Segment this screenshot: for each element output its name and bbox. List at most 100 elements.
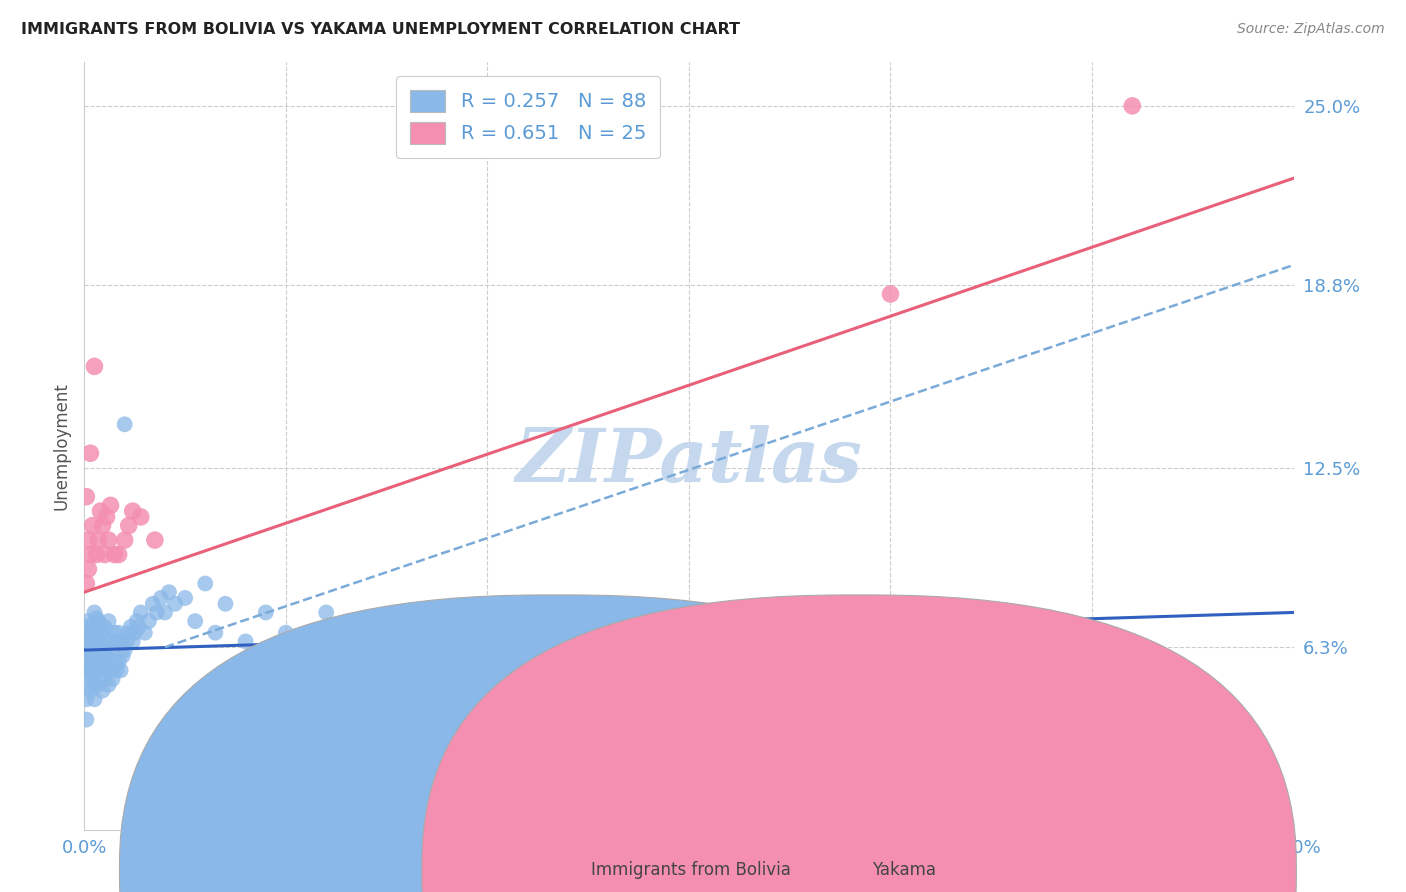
Point — [83, 625, 105, 640]
Point — [146, 606, 169, 620]
Point — [83, 678, 105, 692]
Point — [79, 643, 101, 657]
Point — [235, 634, 257, 648]
Point — [83, 655, 105, 669]
Point — [75, 490, 97, 504]
Point — [77, 678, 100, 692]
Point — [184, 614, 207, 628]
Point — [114, 643, 136, 657]
Point — [93, 648, 115, 663]
Point — [153, 606, 176, 620]
Point — [138, 614, 160, 628]
Point — [107, 625, 129, 640]
Point — [97, 648, 120, 663]
Point — [79, 625, 101, 640]
Point — [77, 614, 100, 628]
Point — [101, 640, 124, 655]
Point — [105, 664, 128, 678]
Point — [110, 634, 132, 648]
Point — [96, 634, 118, 648]
Point — [89, 643, 111, 657]
Point — [91, 518, 114, 533]
Point — [77, 634, 100, 648]
Text: Source: ZipAtlas.com: Source: ZipAtlas.com — [1237, 22, 1385, 37]
Point — [87, 533, 110, 547]
Point — [75, 634, 97, 648]
Point — [114, 533, 136, 547]
Y-axis label: Unemployment: Unemployment — [52, 382, 70, 510]
Point — [86, 664, 108, 678]
Point — [121, 504, 143, 518]
Point — [104, 625, 127, 640]
Point — [142, 597, 165, 611]
Point — [91, 655, 114, 669]
Point — [97, 678, 120, 692]
Text: ZIPatlas: ZIPatlas — [516, 425, 862, 498]
Text: Immigrants from Bolivia: Immigrants from Bolivia — [591, 861, 790, 879]
Point — [89, 504, 111, 518]
Point — [124, 625, 146, 640]
Point — [395, 750, 418, 764]
Point — [96, 664, 118, 678]
Point — [79, 548, 101, 562]
Text: IMMIGRANTS FROM BOLIVIA VS YAKAMA UNEMPLOYMENT CORRELATION CHART: IMMIGRANTS FROM BOLIVIA VS YAKAMA UNEMPL… — [21, 22, 740, 37]
Point — [79, 664, 101, 678]
Point — [165, 597, 187, 611]
Point — [254, 606, 277, 620]
Point — [83, 640, 105, 655]
Point — [118, 518, 141, 533]
Point — [1121, 99, 1143, 113]
Point — [105, 634, 128, 648]
Point — [101, 672, 124, 686]
Point — [93, 620, 115, 634]
Point — [82, 634, 104, 648]
Point — [97, 533, 120, 547]
Point — [77, 664, 100, 678]
Point — [75, 692, 97, 706]
Point — [157, 585, 180, 599]
Point — [375, 764, 398, 779]
Point — [87, 678, 110, 692]
Point — [107, 655, 129, 669]
Point — [134, 625, 156, 640]
Point — [111, 648, 134, 663]
Point — [114, 417, 136, 432]
Point — [86, 611, 108, 625]
Point — [149, 591, 172, 605]
Legend: R = 0.257   N = 88, R = 0.651   N = 25: R = 0.257 N = 88, R = 0.651 N = 25 — [396, 76, 659, 158]
Point — [91, 625, 114, 640]
Point — [77, 533, 100, 547]
Point — [79, 446, 101, 460]
Point — [75, 648, 97, 663]
Point — [82, 655, 104, 669]
Point — [110, 664, 132, 678]
Point — [104, 548, 127, 562]
Point — [89, 664, 111, 678]
Point — [86, 634, 108, 648]
Point — [194, 576, 217, 591]
Point — [128, 620, 150, 634]
Point — [75, 713, 97, 727]
Point — [100, 664, 122, 678]
Point — [118, 625, 141, 640]
Point — [82, 518, 104, 533]
Point — [129, 510, 152, 524]
Point — [107, 548, 129, 562]
Point — [97, 614, 120, 628]
Point — [104, 655, 127, 669]
Point — [120, 620, 142, 634]
Point — [96, 510, 118, 524]
Point — [125, 614, 148, 628]
Point — [335, 736, 357, 750]
Point — [100, 499, 122, 513]
Point — [83, 692, 105, 706]
Point — [79, 683, 101, 698]
Point — [83, 606, 105, 620]
Point — [82, 672, 104, 686]
Point — [93, 548, 115, 562]
Text: Yakama: Yakama — [872, 861, 936, 879]
Point — [87, 655, 110, 669]
Point — [129, 606, 152, 620]
Point — [315, 606, 337, 620]
Point — [86, 648, 108, 663]
